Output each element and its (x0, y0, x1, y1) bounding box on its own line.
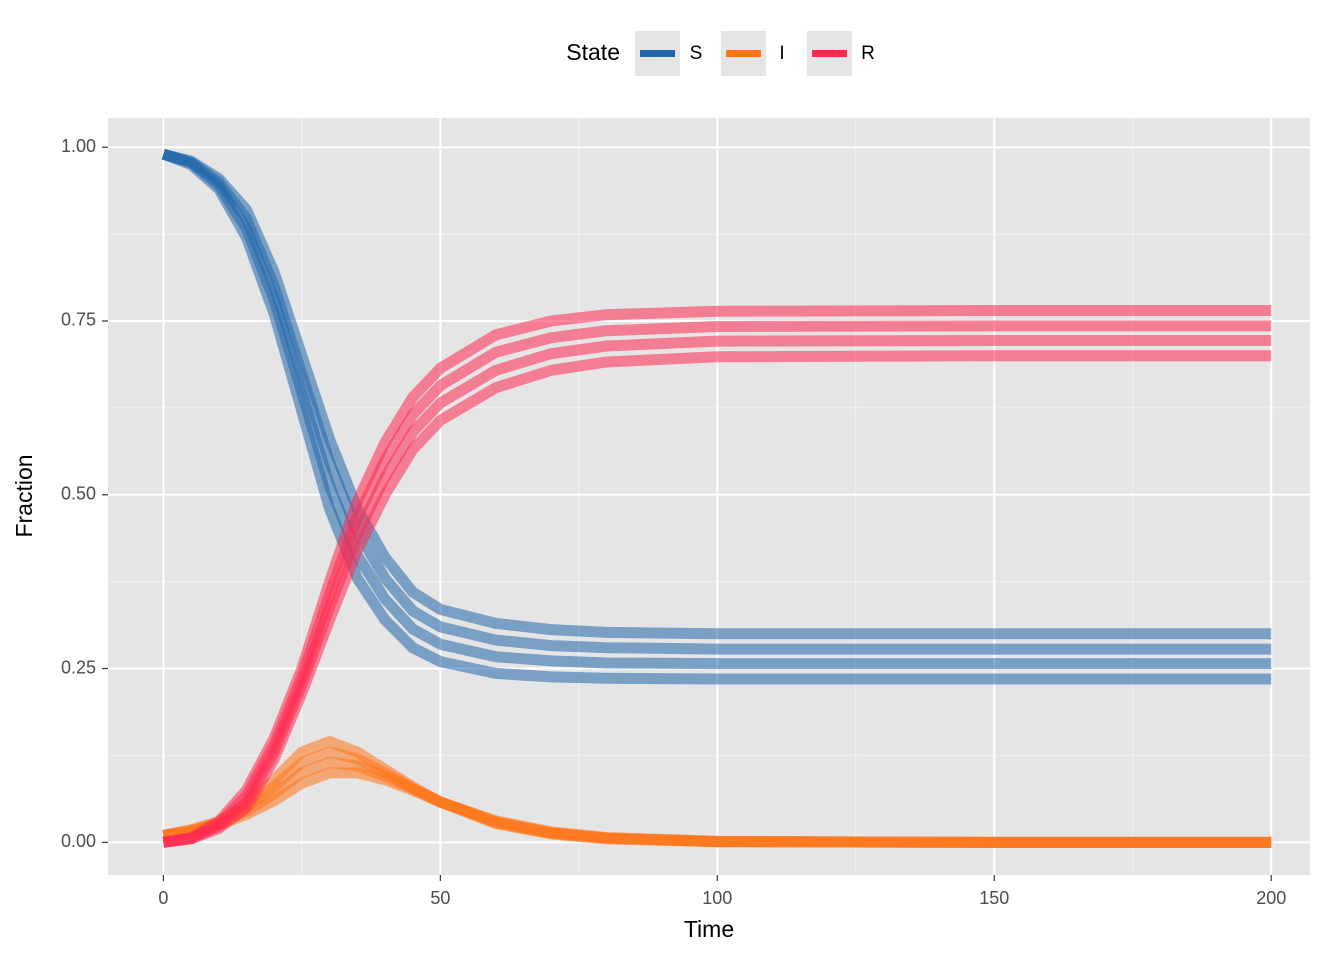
y-tick-label: 1.00 (61, 136, 96, 156)
x-axis-title: Time (684, 916, 734, 942)
x-tick-label: 50 (430, 888, 450, 908)
axes: 0 50 100 150 200 0.00 0.25 0.50 0.75 1.00 (61, 136, 1286, 908)
y-tick-label: 0.00 (61, 831, 96, 851)
y-tick-label: 0.25 (61, 657, 96, 677)
y-tick-label: 0.75 (61, 310, 96, 330)
legend-label: I (779, 43, 784, 64)
legend-title: State (566, 39, 620, 65)
x-tick-label: 200 (1256, 888, 1286, 908)
y-axis-title: Fraction (11, 454, 37, 537)
y-tick-label: 0.50 (61, 484, 96, 504)
series-line (162, 148, 1272, 640)
series-line (162, 350, 1272, 848)
x-tick-label: 100 (702, 888, 732, 908)
legend-label: R (861, 43, 875, 64)
x-tick-label: 150 (979, 888, 1009, 908)
legend-label: S (690, 43, 703, 64)
x-tick-label: 0 (158, 888, 168, 908)
lines (161, 148, 1272, 848)
